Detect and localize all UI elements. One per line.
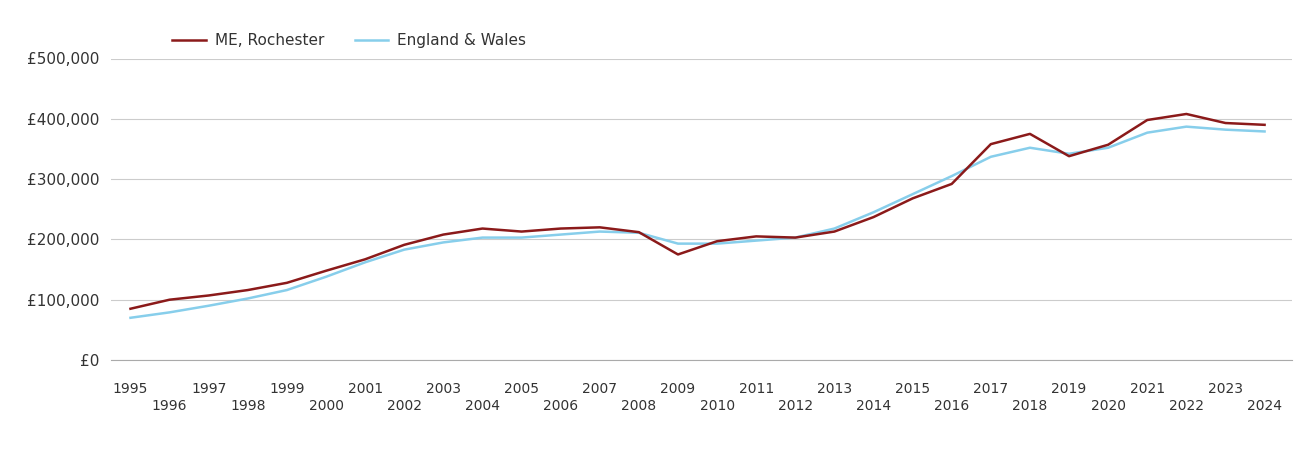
- ME, Rochester: [514, 229, 530, 234]
- England & Wales: [826, 226, 842, 231]
- ME, Rochester: [475, 226, 491, 231]
- Text: 2013: 2013: [817, 382, 852, 396]
- ME, Rochester: [787, 235, 803, 240]
- England & Wales: [1139, 130, 1155, 135]
- Text: 2003: 2003: [425, 382, 461, 396]
- England & Wales: [475, 235, 491, 240]
- England & Wales: [397, 247, 412, 252]
- Text: 2022: 2022: [1169, 399, 1203, 413]
- ME, Rochester: [397, 242, 412, 248]
- ME, Rochester: [279, 280, 295, 285]
- England & Wales: [748, 238, 763, 243]
- England & Wales: [358, 260, 373, 265]
- ME, Rochester: [1139, 117, 1155, 123]
- Text: 2007: 2007: [582, 382, 617, 396]
- England & Wales: [632, 230, 647, 235]
- Line: ME, Rochester: ME, Rochester: [130, 114, 1265, 309]
- Text: 1998: 1998: [230, 399, 265, 413]
- Text: 1997: 1997: [191, 382, 226, 396]
- England & Wales: [201, 303, 217, 308]
- ME, Rochester: [318, 268, 334, 274]
- ME, Rochester: [1061, 153, 1077, 159]
- ME, Rochester: [358, 256, 373, 262]
- ME, Rochester: [1218, 120, 1233, 126]
- ME, Rochester: [944, 181, 959, 187]
- England & Wales: [240, 296, 256, 301]
- Text: 2024: 2024: [1248, 399, 1282, 413]
- Text: 2012: 2012: [778, 399, 813, 413]
- Text: 2002: 2002: [386, 399, 422, 413]
- Text: 2020: 2020: [1091, 399, 1126, 413]
- England & Wales: [983, 154, 998, 159]
- Text: 2017: 2017: [974, 382, 1009, 396]
- ME, Rochester: [1257, 122, 1272, 127]
- England & Wales: [904, 191, 920, 197]
- ME, Rochester: [904, 196, 920, 201]
- England & Wales: [318, 274, 334, 279]
- Text: 2016: 2016: [934, 399, 970, 413]
- ME, Rochester: [709, 238, 724, 244]
- Text: 2005: 2005: [504, 382, 539, 396]
- England & Wales: [123, 315, 138, 320]
- England & Wales: [787, 235, 803, 240]
- Text: 2014: 2014: [856, 399, 891, 413]
- ME, Rochester: [123, 306, 138, 311]
- ME, Rochester: [162, 297, 177, 302]
- ME, Rochester: [865, 214, 881, 220]
- England & Wales: [944, 173, 959, 179]
- England & Wales: [279, 288, 295, 293]
- Text: 1999: 1999: [269, 382, 304, 396]
- Text: 2019: 2019: [1052, 382, 1087, 396]
- Text: 2009: 2009: [660, 382, 696, 396]
- ME, Rochester: [240, 288, 256, 293]
- Text: 2023: 2023: [1208, 382, 1242, 396]
- England & Wales: [1178, 124, 1194, 129]
- Text: 2011: 2011: [739, 382, 774, 396]
- England & Wales: [553, 232, 569, 237]
- Text: 2010: 2010: [699, 399, 735, 413]
- ME, Rochester: [748, 234, 763, 239]
- ME, Rochester: [632, 230, 647, 235]
- Text: 2004: 2004: [465, 399, 500, 413]
- ME, Rochester: [436, 232, 452, 237]
- England & Wales: [592, 229, 608, 234]
- Text: 2000: 2000: [308, 399, 343, 413]
- Legend: ME, Rochester, England & Wales: ME, Rochester, England & Wales: [166, 27, 532, 54]
- ME, Rochester: [553, 226, 569, 231]
- England & Wales: [436, 240, 452, 245]
- Text: 2008: 2008: [621, 399, 656, 413]
- ME, Rochester: [1022, 131, 1037, 137]
- ME, Rochester: [1178, 111, 1194, 117]
- England & Wales: [1022, 145, 1037, 150]
- Line: England & Wales: England & Wales: [130, 126, 1265, 318]
- ME, Rochester: [826, 229, 842, 234]
- England & Wales: [162, 310, 177, 315]
- England & Wales: [514, 235, 530, 240]
- England & Wales: [1100, 145, 1116, 150]
- Text: 2006: 2006: [543, 399, 578, 413]
- England & Wales: [865, 210, 881, 215]
- Text: 1995: 1995: [112, 382, 149, 396]
- Text: 2001: 2001: [347, 382, 382, 396]
- England & Wales: [671, 241, 686, 246]
- England & Wales: [709, 241, 724, 246]
- England & Wales: [1061, 151, 1077, 157]
- Text: 2021: 2021: [1130, 382, 1165, 396]
- Text: 2018: 2018: [1013, 399, 1048, 413]
- ME, Rochester: [592, 225, 608, 230]
- ME, Rochester: [983, 141, 998, 147]
- England & Wales: [1218, 127, 1233, 132]
- Text: 2015: 2015: [895, 382, 930, 396]
- ME, Rochester: [671, 252, 686, 257]
- Text: 1996: 1996: [151, 399, 188, 413]
- ME, Rochester: [201, 293, 217, 298]
- ME, Rochester: [1100, 142, 1116, 148]
- England & Wales: [1257, 129, 1272, 134]
